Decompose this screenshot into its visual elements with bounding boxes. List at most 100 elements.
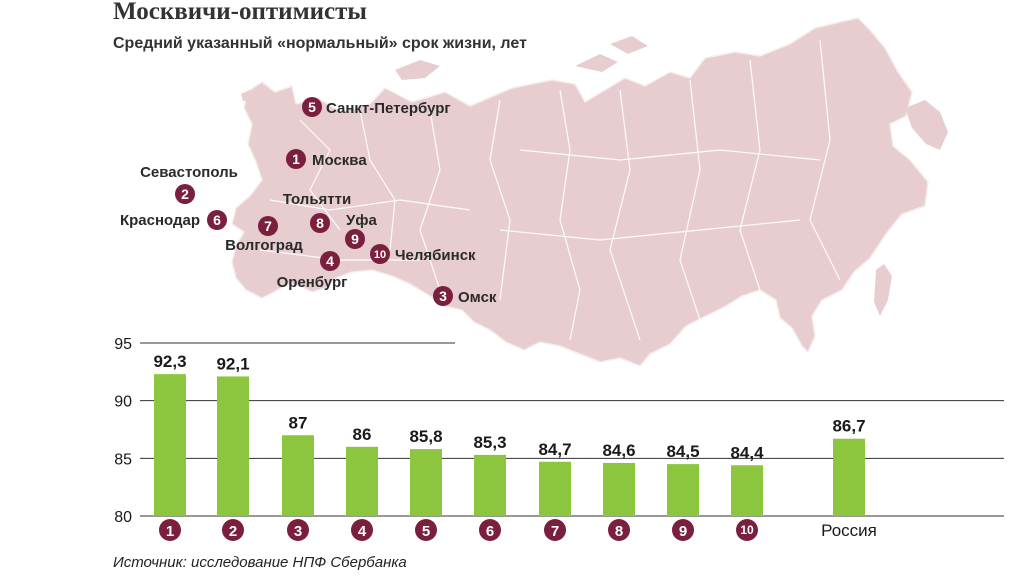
- rank-badge-number: 4: [326, 253, 334, 269]
- rank-badge-number: 7: [264, 218, 272, 234]
- bar: [833, 438, 865, 516]
- rank-badge: [286, 149, 306, 169]
- category-rank-number: 2: [229, 523, 237, 540]
- bar: [217, 376, 249, 516]
- chart-category-labels: 1 2 3 4 5 6 7 8 9 10 Россия: [159, 519, 877, 541]
- category-rank-number: 10: [740, 523, 754, 537]
- city-marker-spb: 5 Санкт-Петербург: [302, 97, 451, 117]
- region-borders: [259, 39, 841, 341]
- bar-value-label: 85,3: [473, 433, 506, 452]
- bar-value-label: 84,5: [666, 442, 699, 461]
- city-marker-chelyabinsk: 10 Челябинск: [370, 244, 476, 264]
- category-rank-number: 4: [358, 523, 367, 540]
- source-note: Источник: исследование НПФ Сбербанка: [113, 554, 407, 571]
- rank-badge-number: 9: [351, 231, 359, 247]
- bar-value-label: 86,7: [832, 417, 865, 436]
- bar-value-label: 84,6: [602, 441, 635, 460]
- category-rank-number: 7: [551, 523, 559, 540]
- bar: [410, 449, 442, 516]
- bar: [154, 374, 186, 516]
- kaliningrad: [241, 90, 252, 101]
- y-tick-label: 95: [114, 336, 132, 353]
- rank-badge: [310, 213, 330, 233]
- kamchatka: [905, 100, 948, 150]
- rank-badge-number: 3: [439, 288, 447, 304]
- arctic-island-3: [610, 36, 648, 54]
- bar: [346, 446, 378, 516]
- y-tick-label: 90: [114, 394, 132, 411]
- category-rank-badge: [479, 519, 501, 541]
- city-marker-tolyatti: Тольятти 8: [283, 191, 351, 233]
- city-marker-omsk: 3 Омск: [433, 286, 497, 306]
- category-rank-badge: [287, 519, 309, 541]
- bar-value-label: 84,4: [730, 443, 764, 462]
- category-rank-badge: [351, 519, 373, 541]
- category-rank-badge: [415, 519, 437, 541]
- city-label: Волгоград: [225, 237, 303, 254]
- rank-badge-number: 2: [181, 186, 189, 202]
- bar: [731, 465, 763, 516]
- city-label: Санкт-Петербург: [326, 100, 451, 117]
- rank-badge: [370, 244, 390, 264]
- rank-badge: [320, 251, 340, 271]
- bar-value-label: 87: [289, 413, 308, 432]
- category-rank-badge: [672, 519, 694, 541]
- category-rank-number: 8: [615, 523, 623, 540]
- city-marker-ufa: Уфа 9: [345, 212, 377, 249]
- city-label: Краснодар: [120, 212, 200, 229]
- y-tick-label: 85: [114, 451, 132, 468]
- bar-value-label: 92,3: [153, 352, 186, 371]
- city-label: Уфа: [346, 212, 377, 229]
- chart-bars: [154, 374, 865, 516]
- city-marker-orenburg: 4 Оренбург: [277, 251, 348, 291]
- category-rank-badge: [608, 519, 630, 541]
- arctic-island-1: [395, 60, 440, 80]
- russia-map-outline: [231, 17, 929, 367]
- bar: [603, 462, 635, 516]
- city-marker-volgograd: 7 Волгоград: [225, 216, 303, 254]
- category-rank-number: 5: [422, 523, 430, 540]
- arctic-island-2: [575, 54, 618, 72]
- rank-badge-number: 8: [316, 215, 324, 231]
- city-label: Челябинск: [395, 247, 476, 264]
- category-rank-badge: [544, 519, 566, 541]
- y-tick-label: 80: [114, 509, 132, 526]
- city-label: Оренбург: [277, 274, 348, 291]
- city-label: Москва: [312, 152, 367, 169]
- rank-badge-number: 1: [292, 151, 300, 167]
- rank-badge: [175, 184, 195, 204]
- category-rank-number: 3: [294, 523, 302, 540]
- russia-map: [231, 17, 948, 367]
- category-rank-badge: [222, 519, 244, 541]
- category-rank-number: 1: [166, 523, 174, 540]
- rank-badge-number: 10: [374, 249, 386, 261]
- city-markers: 5 Санкт-Петербург 1 Москва Севастополь 2…: [120, 97, 497, 306]
- bar-value-label: 85,8: [409, 427, 442, 446]
- bar: [474, 454, 506, 516]
- chart-subtitle: Средний указанный «нормальный» срок жизн…: [113, 35, 527, 52]
- rank-badge: [207, 210, 227, 230]
- city-marker-moscow: 1 Москва: [286, 149, 367, 169]
- chart-title: Москвичи-оптимисты: [113, 0, 367, 25]
- sakhalin: [874, 264, 892, 316]
- rank-badge: [345, 229, 365, 249]
- bar: [539, 461, 571, 516]
- city-label: Омск: [458, 289, 497, 306]
- rank-badge-number: 5: [308, 99, 316, 115]
- category-rank-number: 6: [486, 523, 494, 540]
- rank-badge: [258, 216, 278, 236]
- chart-value-labels: 92,3 92,1 87 86 85,8 85,3 84,7 84,6 84,5 84,4 86,7: [153, 352, 865, 462]
- category-rank-badge: [736, 519, 758, 541]
- bar-value-label: 86: [353, 425, 372, 444]
- city-marker-sevastopol: Севастополь 2: [140, 164, 238, 204]
- rank-badge: [433, 286, 453, 306]
- bar: [282, 435, 314, 516]
- rank-badge-number: 6: [213, 212, 221, 228]
- city-label: Тольятти: [283, 191, 351, 208]
- bar-value-label: 92,1: [216, 354, 249, 373]
- category-label: Россия: [821, 521, 877, 540]
- bar: [667, 464, 699, 516]
- rank-badge: [302, 97, 322, 117]
- city-label: Севастополь: [140, 164, 238, 181]
